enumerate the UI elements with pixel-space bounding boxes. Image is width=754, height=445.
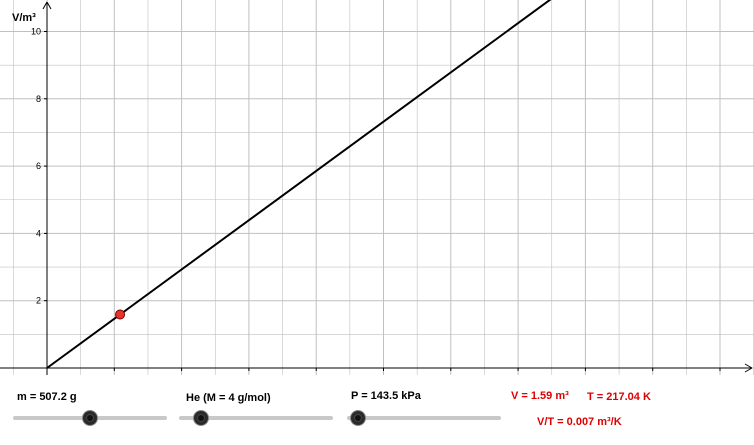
y-tick-label: 2 bbox=[36, 296, 41, 306]
state-point[interactable] bbox=[115, 309, 126, 320]
y-tick-label: 4 bbox=[36, 228, 41, 238]
gas-slider-track[interactable] bbox=[179, 416, 333, 420]
pressure-slider-track[interactable] bbox=[347, 416, 501, 420]
x-tick-label: 6 bbox=[246, 374, 251, 375]
mass-slider-handle[interactable] bbox=[83, 411, 97, 425]
x-tick-label: 4 bbox=[179, 374, 184, 375]
gas-slider-handle[interactable] bbox=[193, 411, 208, 425]
gas-label: He (M = 4 g/mol) bbox=[186, 392, 271, 404]
x-tick-label: 12 bbox=[446, 374, 456, 375]
x-axis-arrow bbox=[744, 363, 753, 373]
x-tick-label: 20 bbox=[715, 374, 725, 375]
y-tick-label: 10 bbox=[31, 27, 41, 37]
y-tick-label: 8 bbox=[36, 94, 41, 104]
x-tick-label: 0 bbox=[35, 374, 40, 375]
graph-view: 02468101214161820246810V/m³T/100 K bbox=[0, 0, 754, 375]
v-t-line bbox=[46, 0, 552, 369]
y-tick-label: 6 bbox=[36, 161, 41, 171]
gas-slider[interactable] bbox=[179, 411, 333, 425]
ratio-readout: V/T = 0.007 m³/K bbox=[537, 416, 622, 428]
pressure-slider[interactable] bbox=[347, 411, 501, 425]
x-tick-label: 14 bbox=[513, 374, 523, 375]
y-axis-label: V/m³ bbox=[12, 12, 36, 24]
x-tick-label: 18 bbox=[648, 374, 658, 375]
pressure-label: P = 143.5 kPa bbox=[351, 390, 421, 402]
y-axis-arrow bbox=[42, 1, 52, 10]
temperature-readout: T = 217.04 K bbox=[587, 391, 651, 403]
mass-slider[interactable] bbox=[13, 411, 167, 425]
x-tick-label: 16 bbox=[580, 374, 590, 375]
mass-label: m = 507.2 g bbox=[17, 391, 77, 403]
x-tick-label: 8 bbox=[314, 374, 319, 375]
x-tick-label: 10 bbox=[378, 374, 388, 375]
pressure-slider-handle[interactable] bbox=[350, 411, 365, 425]
x-tick-label: 2 bbox=[112, 374, 117, 375]
volume-readout: V = 1.59 m³ bbox=[511, 390, 569, 402]
